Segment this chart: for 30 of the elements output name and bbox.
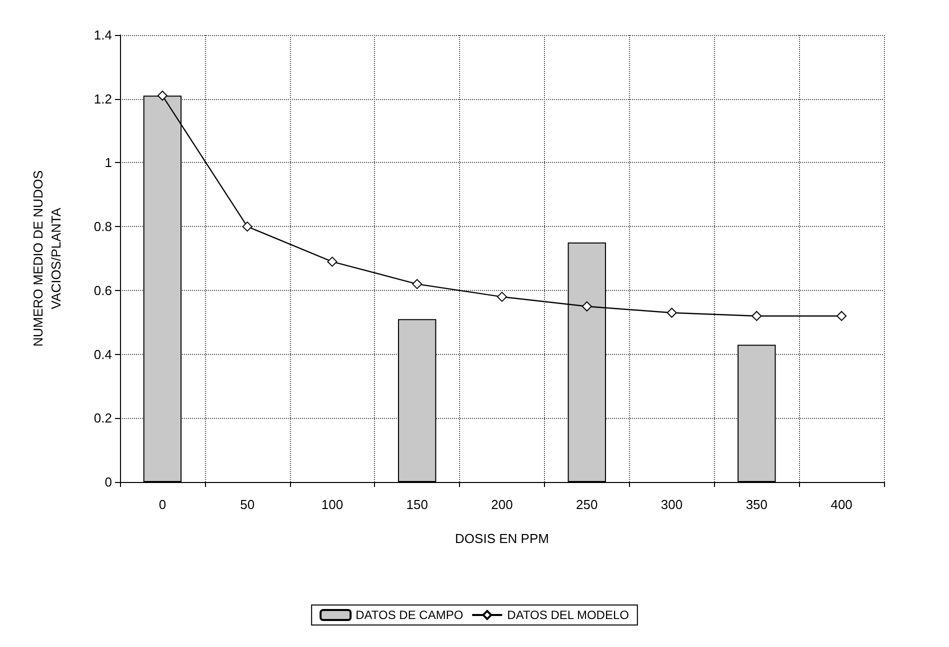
point xyxy=(242,222,252,232)
legend-label: DATOS DE CAMPO xyxy=(356,608,464,622)
x-tick-label: 50 xyxy=(240,497,255,512)
y-tick-label: 0 xyxy=(104,474,112,490)
point xyxy=(327,256,338,267)
y-tick-label: 0.4 xyxy=(94,346,112,362)
x-tick-label: 400 xyxy=(830,497,852,512)
x-tick-label: 350 xyxy=(746,497,768,512)
point xyxy=(836,310,847,321)
x-tick-label: 0 xyxy=(158,497,166,512)
x-tick-label: 250 xyxy=(576,497,598,512)
y-tick-label: 1 xyxy=(104,155,112,170)
point xyxy=(666,308,677,318)
y-axis-title: NUMERO MEDIO DE NUDOS VACIOS/PLANTA xyxy=(30,170,64,347)
x-tick-label: 200 xyxy=(491,497,513,512)
y-tick-label: 0.6 xyxy=(94,282,112,298)
x-tick-label: 300 xyxy=(660,497,683,512)
x-tick-label: 100 xyxy=(321,497,344,512)
x-axis-title: DOSIS EN PPM xyxy=(455,531,549,546)
point xyxy=(582,301,592,312)
x-tick-label: 150 xyxy=(406,497,428,512)
legend-label: DATOS DEL MODELO xyxy=(507,608,629,622)
point xyxy=(752,310,762,321)
point xyxy=(157,90,168,101)
y-tick-label: 1.4 xyxy=(94,28,112,42)
point xyxy=(412,279,422,290)
point xyxy=(497,292,507,302)
y-tick-label: 0.2 xyxy=(94,410,112,426)
y-tick-label: 0.8 xyxy=(94,219,112,234)
y-tick-label: 1.2 xyxy=(94,91,112,106)
